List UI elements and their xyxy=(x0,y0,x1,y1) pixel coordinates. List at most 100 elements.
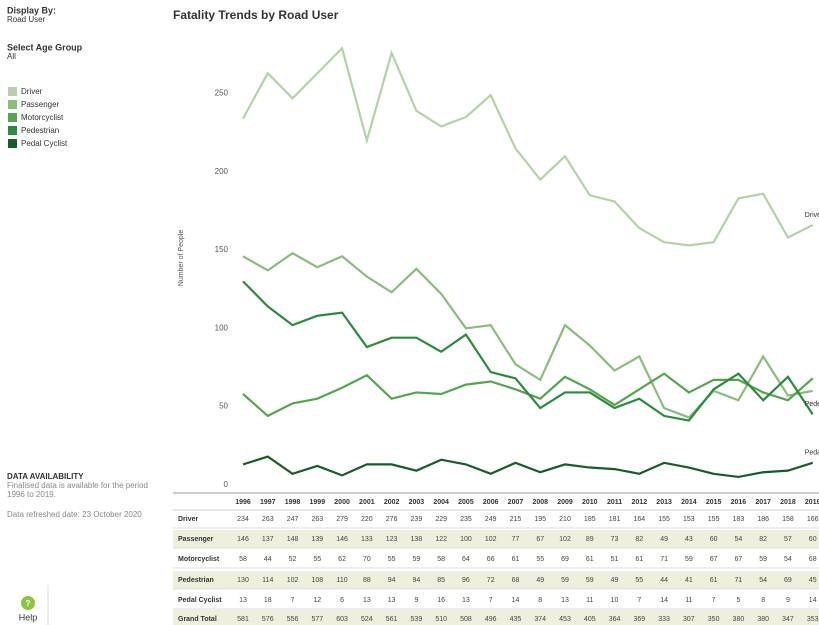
year-header: 2011 xyxy=(607,499,622,506)
table-cell: 11 xyxy=(586,597,593,604)
row-label: Motorcyclist xyxy=(178,556,220,563)
table-cell: 59 xyxy=(586,577,594,584)
table-cell: 13 xyxy=(388,597,396,604)
table-cell: 234 xyxy=(237,516,249,523)
y-tick-label: 150 xyxy=(215,245,229,254)
table-cell: 12 xyxy=(313,597,321,604)
table-cell: 9 xyxy=(414,597,418,604)
table-cell: 166 xyxy=(807,516,819,523)
table-cell: 405 xyxy=(584,616,596,623)
table-cell: 347 xyxy=(782,616,794,623)
end-label: Pedal Cyclist xyxy=(805,450,819,457)
table-cell: 276 xyxy=(386,516,398,523)
year-header: 2018 xyxy=(780,499,796,506)
table-cell: 72 xyxy=(487,577,495,584)
table-cell: 16 xyxy=(437,597,445,604)
table-cell: 62 xyxy=(338,556,346,563)
table-cell: 153 xyxy=(683,516,695,523)
table-cell: 45 xyxy=(809,577,817,584)
table-cell: 9 xyxy=(786,597,790,604)
table-cell: 60 xyxy=(809,536,817,543)
table-cell: 55 xyxy=(313,556,321,563)
table-cell: 195 xyxy=(534,516,546,523)
table-cell: 7 xyxy=(489,597,493,604)
table-cell: 14 xyxy=(809,597,817,604)
table-cell: 13 xyxy=(561,597,569,604)
table-cell: 333 xyxy=(658,616,670,623)
help-icon-glyph: ? xyxy=(26,599,31,608)
table-cell: 59 xyxy=(561,577,569,584)
legend-swatch xyxy=(8,87,17,96)
table-cell: 13 xyxy=(462,597,470,604)
help-label[interactable]: Help xyxy=(19,612,38,622)
legend-label: Pedal Cyclist xyxy=(21,139,68,148)
row-shade xyxy=(173,571,819,589)
table-cell: 67 xyxy=(710,556,718,563)
table-cell: 85 xyxy=(437,577,445,584)
table-cell: 138 xyxy=(411,536,423,543)
table-cell: 239 xyxy=(411,516,423,523)
table-cell: 453 xyxy=(559,616,571,623)
table-cell: 247 xyxy=(287,516,299,523)
table-cell: 510 xyxy=(435,616,447,623)
table-cell: 181 xyxy=(609,516,621,523)
legend-swatch xyxy=(8,126,17,135)
legend-swatch xyxy=(8,100,17,109)
help-icon[interactable] xyxy=(21,596,35,610)
age-label: Select Age Group xyxy=(7,42,83,52)
year-header: 2005 xyxy=(458,499,474,506)
table-cell: 94 xyxy=(412,577,420,584)
table-cell: 146 xyxy=(336,536,348,543)
table-cell: 49 xyxy=(611,577,619,584)
year-header: 1998 xyxy=(285,499,301,506)
table-cell: 7 xyxy=(712,597,716,604)
display-by-value[interactable]: Road User xyxy=(7,15,46,24)
table-cell: 73 xyxy=(611,536,619,543)
table-cell: 146 xyxy=(237,536,249,543)
table-cell: 94 xyxy=(388,577,396,584)
table-cell: 139 xyxy=(311,536,323,543)
table-cell: 114 xyxy=(262,577,273,584)
series-line xyxy=(242,251,813,419)
table-cell: 8 xyxy=(538,597,542,604)
series-line xyxy=(242,455,814,479)
y-tick-label: 0 xyxy=(224,480,229,489)
table-cell: 6 xyxy=(340,597,344,604)
legend-label: Motorcyclist xyxy=(21,113,64,122)
table-cell: 52 xyxy=(289,556,297,563)
table-cell: 44 xyxy=(264,556,272,563)
table-cell: 61 xyxy=(710,577,718,584)
end-label: Driver xyxy=(805,212,819,219)
table-cell: 8 xyxy=(761,597,765,604)
table-cell: 66 xyxy=(487,556,495,563)
year-header: 2013 xyxy=(656,499,672,506)
table-cell: 41 xyxy=(685,577,693,584)
table-cell: 539 xyxy=(411,616,423,623)
year-header: 2003 xyxy=(409,499,425,506)
year-header: 2010 xyxy=(582,499,598,506)
table-cell: 5 xyxy=(736,597,740,604)
table-cell: 10 xyxy=(611,597,619,604)
year-header: 2009 xyxy=(557,499,573,506)
table-cell: 369 xyxy=(633,616,645,623)
table-cell: 54 xyxy=(735,536,743,543)
row-label: Driver xyxy=(178,516,199,523)
table-cell: 235 xyxy=(460,516,472,523)
age-value[interactable]: All xyxy=(7,52,16,61)
table-cell: 49 xyxy=(660,536,668,543)
table-cell: 82 xyxy=(635,536,643,543)
table-cell: 68 xyxy=(809,556,817,563)
table-cell: 353 xyxy=(807,616,819,623)
table-cell: 130 xyxy=(237,577,249,584)
table-cell: 249 xyxy=(485,516,497,523)
year-header: 2007 xyxy=(508,499,524,506)
table-cell: 60 xyxy=(710,536,718,543)
table-cell: 435 xyxy=(510,616,522,623)
year-header: 2012 xyxy=(632,499,648,506)
table-cell: 51 xyxy=(611,556,619,563)
year-header: 1996 xyxy=(235,499,251,506)
row-label: Pedal Cyclist xyxy=(178,597,222,604)
year-header: 2004 xyxy=(433,499,449,506)
table-cell: 54 xyxy=(784,556,792,563)
